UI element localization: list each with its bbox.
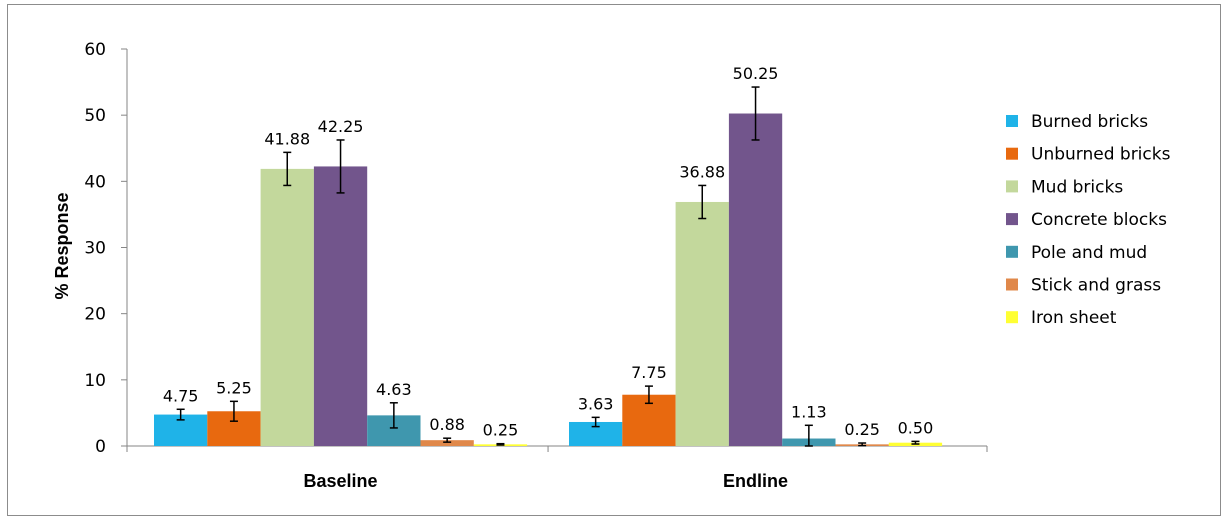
y-tick-label: 30 (84, 239, 106, 259)
bar (313, 166, 368, 446)
error-bars (176, 86, 920, 447)
data-label: 0.25 (483, 421, 519, 440)
legend-label: Iron sheet (1031, 308, 1117, 328)
legend-label: Unburned bricks (1031, 145, 1171, 165)
legend-label: Mud bricks (1031, 177, 1123, 197)
y-tick-label: 50 (84, 106, 106, 126)
legend-label: Burned bricks (1031, 112, 1148, 132)
data-label: 1.13 (791, 402, 827, 421)
bar (675, 201, 729, 446)
data-label: 3.63 (578, 394, 614, 413)
y-tick-label: 10 (84, 371, 106, 391)
data-label: 50.25 (733, 64, 779, 83)
data-label: 7.75 (631, 363, 667, 382)
y-tick-label: 60 (84, 40, 106, 60)
legend-label: Stick and grass (1031, 276, 1161, 296)
data-label: 0.50 (898, 418, 934, 437)
x-category-label: Baseline (304, 471, 378, 491)
legend: Burned bricks Unburned bricks Mud bricks Co… (1006, 112, 1171, 328)
y-tick-label: 0 (95, 437, 106, 457)
legend-label: Pole and mud (1031, 243, 1147, 263)
legend-swatch (1006, 311, 1018, 324)
legend-swatch (1006, 245, 1018, 258)
y-tick-label: 40 (84, 172, 106, 192)
data-label: 36.88 (679, 162, 725, 181)
data-label: 5.25 (216, 378, 252, 397)
legend-swatch (1006, 278, 1018, 291)
legend-label: Concrete blocks (1031, 210, 1167, 230)
bar (728, 113, 783, 446)
data-label: 41.88 (264, 129, 310, 148)
y-axis-label: % Response (52, 192, 72, 299)
x-category-label: Endline (723, 471, 788, 491)
legend-swatch (1006, 180, 1018, 193)
legend-swatch (1006, 147, 1018, 160)
bar (260, 168, 314, 447)
data-label: 0.88 (429, 415, 465, 434)
data-label: 4.75 (163, 386, 199, 405)
data-label: 42.25 (318, 117, 364, 136)
legend-swatch (1006, 213, 1018, 226)
data-labels: 4.75 3.63 5.25 7.75 41.88 36.88 42.25 50.25 4.63… (163, 64, 933, 440)
y-tick-label: 20 (84, 305, 106, 325)
data-label: 0.25 (844, 420, 880, 439)
data-label: 4.63 (376, 380, 412, 399)
legend-swatch (1006, 115, 1018, 127)
bars (154, 113, 943, 447)
bar (420, 440, 474, 446)
